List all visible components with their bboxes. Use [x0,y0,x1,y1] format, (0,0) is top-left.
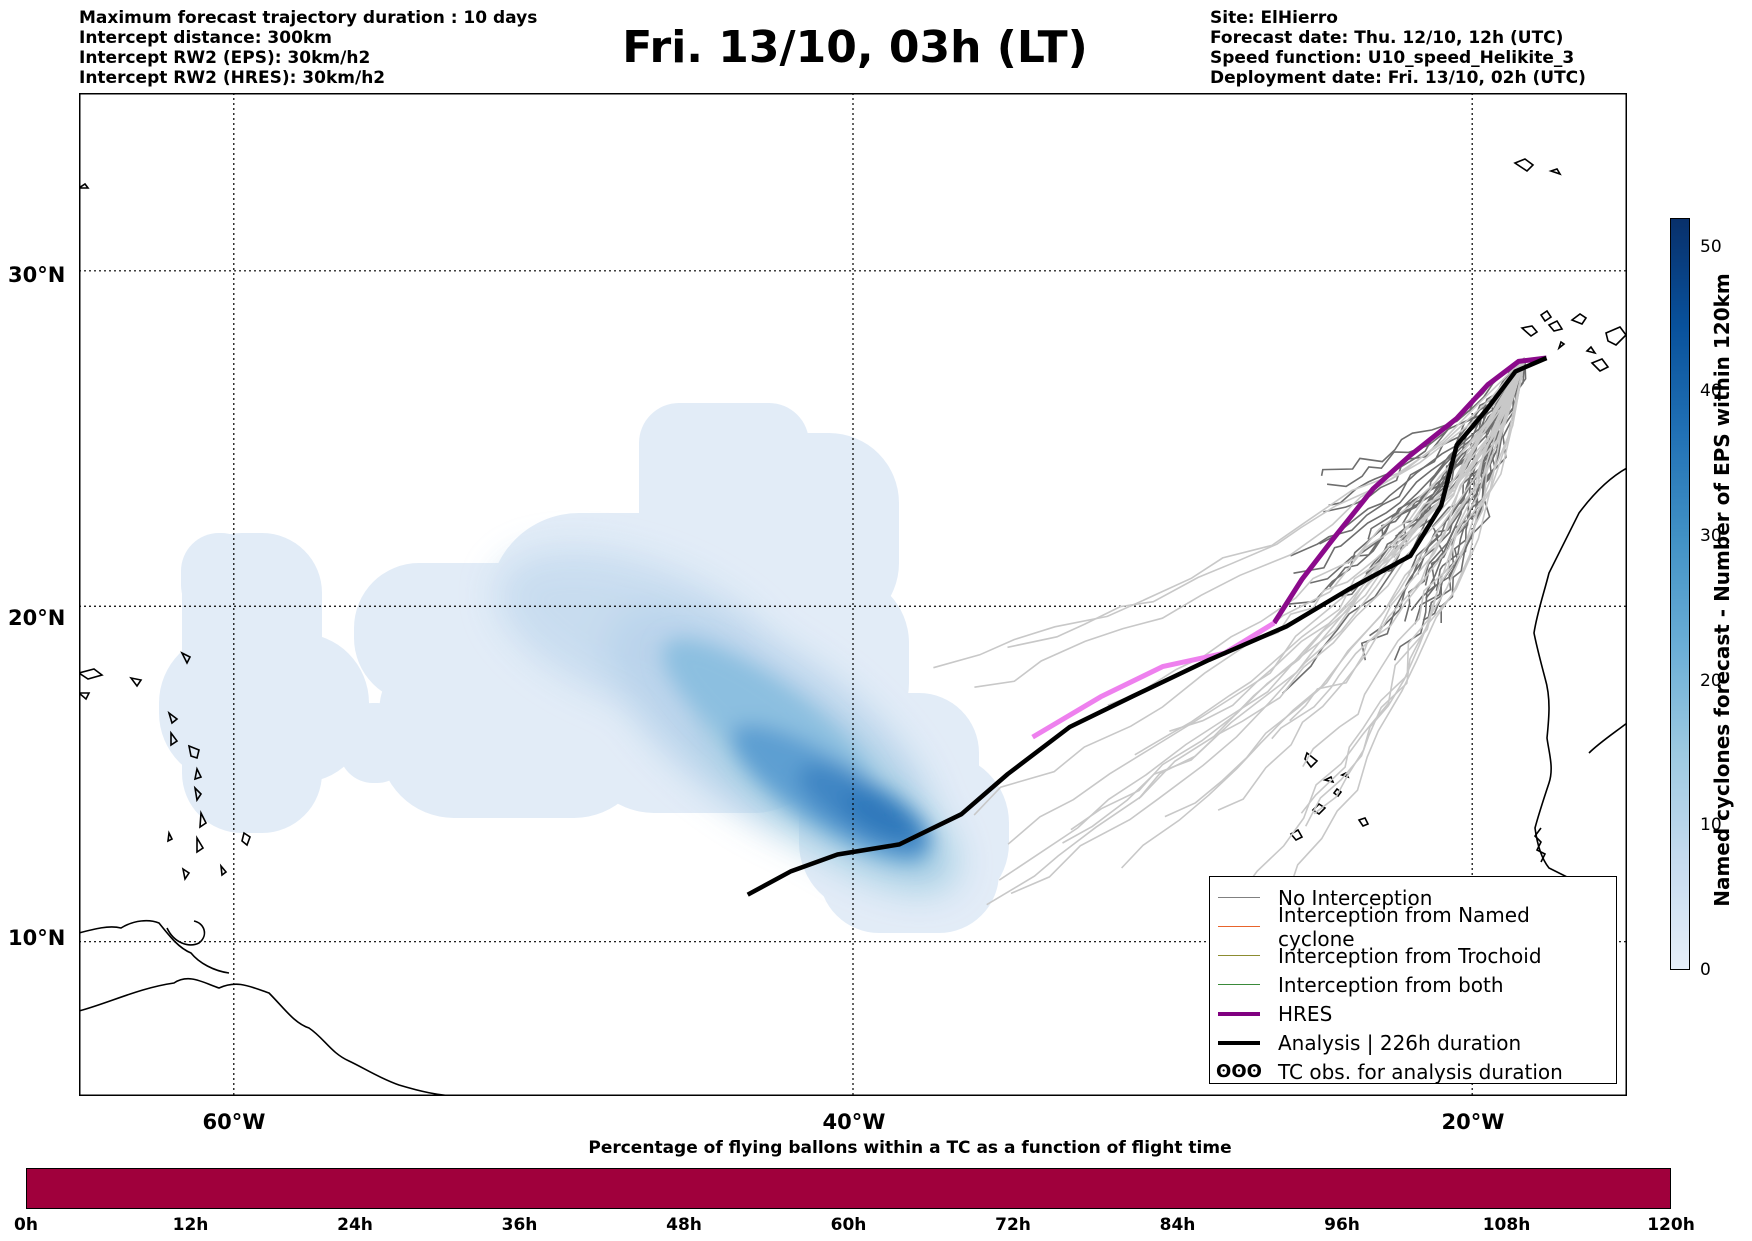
ensemble-trajectory-line [1271,357,1526,740]
lon-label-60w: 60°W [202,1110,266,1134]
legend-item-trochoid: Interception from Trochoid [1218,941,1608,970]
map-frame [79,93,1627,1096]
lat-label-30n: 30°N [8,263,66,287]
cyclone-density-field [159,403,1009,933]
timebar-tick-label: 60h [830,1215,867,1235]
colorbar-label: Named cyclones forecast - Number of EPS … [1710,273,1734,907]
hres-trajectory [1271,355,1547,625]
timebar-tick-label: 72h [995,1215,1031,1235]
site-info: Site: ElHierro Forecast date: Thu. 12/10… [1210,8,1586,88]
lon-label-40w: 40°W [822,1110,886,1134]
coastlines [79,158,1627,1096]
legend-item-named-cyclone: Interception from Named cyclone [1218,903,1608,951]
ensemble-trajectory-line [974,357,1526,688]
forecast-date-line: Forecast date: Thu. 12/10, 12h (UTC) [1210,28,1564,48]
colorbar: 0 10 20 30 40 50 [1670,218,1722,979]
param-line: Intercept RW2 (EPS): 30km/h2 [79,48,371,68]
ensemble-trajectory-line [1300,357,1526,814]
ensemble-trajectory-line [1217,357,1526,811]
ensemble-trajectories [933,357,1527,906]
timebar-tick-label: 96h [1324,1215,1360,1235]
timebar-tick-label: 120h [1647,1215,1695,1235]
colorbar-tick: 10 [1700,815,1722,835]
ensemble-trajectory-line [1169,357,1526,732]
ensemble-trajectory-line [1134,357,1526,756]
trajectory-parameters: Maximum forecast trajectory duration : 1… [79,8,537,88]
map-canvas[interactable] [79,93,1627,1096]
page-title: Fri. 13/10, 03h (LT) [622,22,1088,73]
timebar-tick-label: 12h [172,1215,209,1235]
ensemble-trajectory-line [1367,357,1526,540]
legend-item-hres: HRES [1218,999,1608,1028]
legend-item-both: Interception from both [1218,970,1608,999]
ensemble-trajectory-line [1302,357,1526,768]
ensemble-trajectory-line [1121,357,1526,869]
ensemble-trajectory-line [1286,357,1526,895]
lat-label-10n: 10°N [8,926,66,950]
colorbar-tick: 20 [1700,671,1722,691]
legend-item-no-interception: No Interception [1218,883,1608,912]
ensemble-trajectory-line [1238,357,1526,896]
ensemble-trajectory-line [1422,357,1526,621]
legend-item-tc-obs: ʘʘʘ TC obs. for analysis duration [1216,1059,1563,1084]
colorbar-tick: 40 [1700,381,1722,401]
timebar [26,1168,1671,1209]
param-line: Intercept RW2 (HRES): 30km/h2 [79,68,386,88]
ensemble-trajectory-line [1164,357,1526,818]
speed-function-line: Speed function: U10_speed_Helikite_3 [1210,48,1575,68]
colorbar-tick: 0 [1700,960,1711,980]
map-legend: No Interception Interception from Named … [1209,876,1617,1084]
param-line: Intercept distance: 300km [79,28,332,48]
ensemble-trajectory-line [1070,357,1526,831]
timebar-tick-label: 36h [501,1215,538,1235]
colorbar-tick: 30 [1700,526,1722,546]
deployment-date-line: Deployment date: Fri. 13/10, 02h (UTC) [1210,68,1586,88]
timebar-tick-label: 0h [14,1215,38,1235]
lat-label-20n: 20°N [8,606,66,630]
map-area[interactable]: No Interception Interception from Named … [79,93,1627,1096]
timebar-tick-label: 24h [337,1215,373,1235]
hres-trajectory-late [1031,620,1276,740]
timebar-title: Percentage of flying ballons within a TC… [588,1138,1232,1158]
ensemble-trajectory-line [933,357,1526,669]
timebar-tick-label: 84h [1159,1215,1196,1235]
ensemble-trajectory-line [1257,357,1526,641]
timebar-tick-label: 108h [1482,1215,1531,1235]
tc-symbol-icon: ʘʘʘ [1216,1061,1262,1082]
ensemble-trajectory-line [1284,357,1526,606]
ensemble-trajectory-line [1304,357,1526,827]
timebar-tick-label: 48h [666,1215,702,1235]
site-line: Site: ElHierro [1210,8,1338,28]
colorbar-tick: 50 [1700,237,1722,257]
legend-item-analysis: Analysis | 226h duration [1218,1028,1608,1057]
colorbar-gradient [1670,218,1690,970]
analysis-trajectory [746,355,1548,897]
lon-label-20w: 20°W [1441,1110,1505,1134]
param-line: Maximum forecast trajectory duration : 1… [79,8,538,28]
